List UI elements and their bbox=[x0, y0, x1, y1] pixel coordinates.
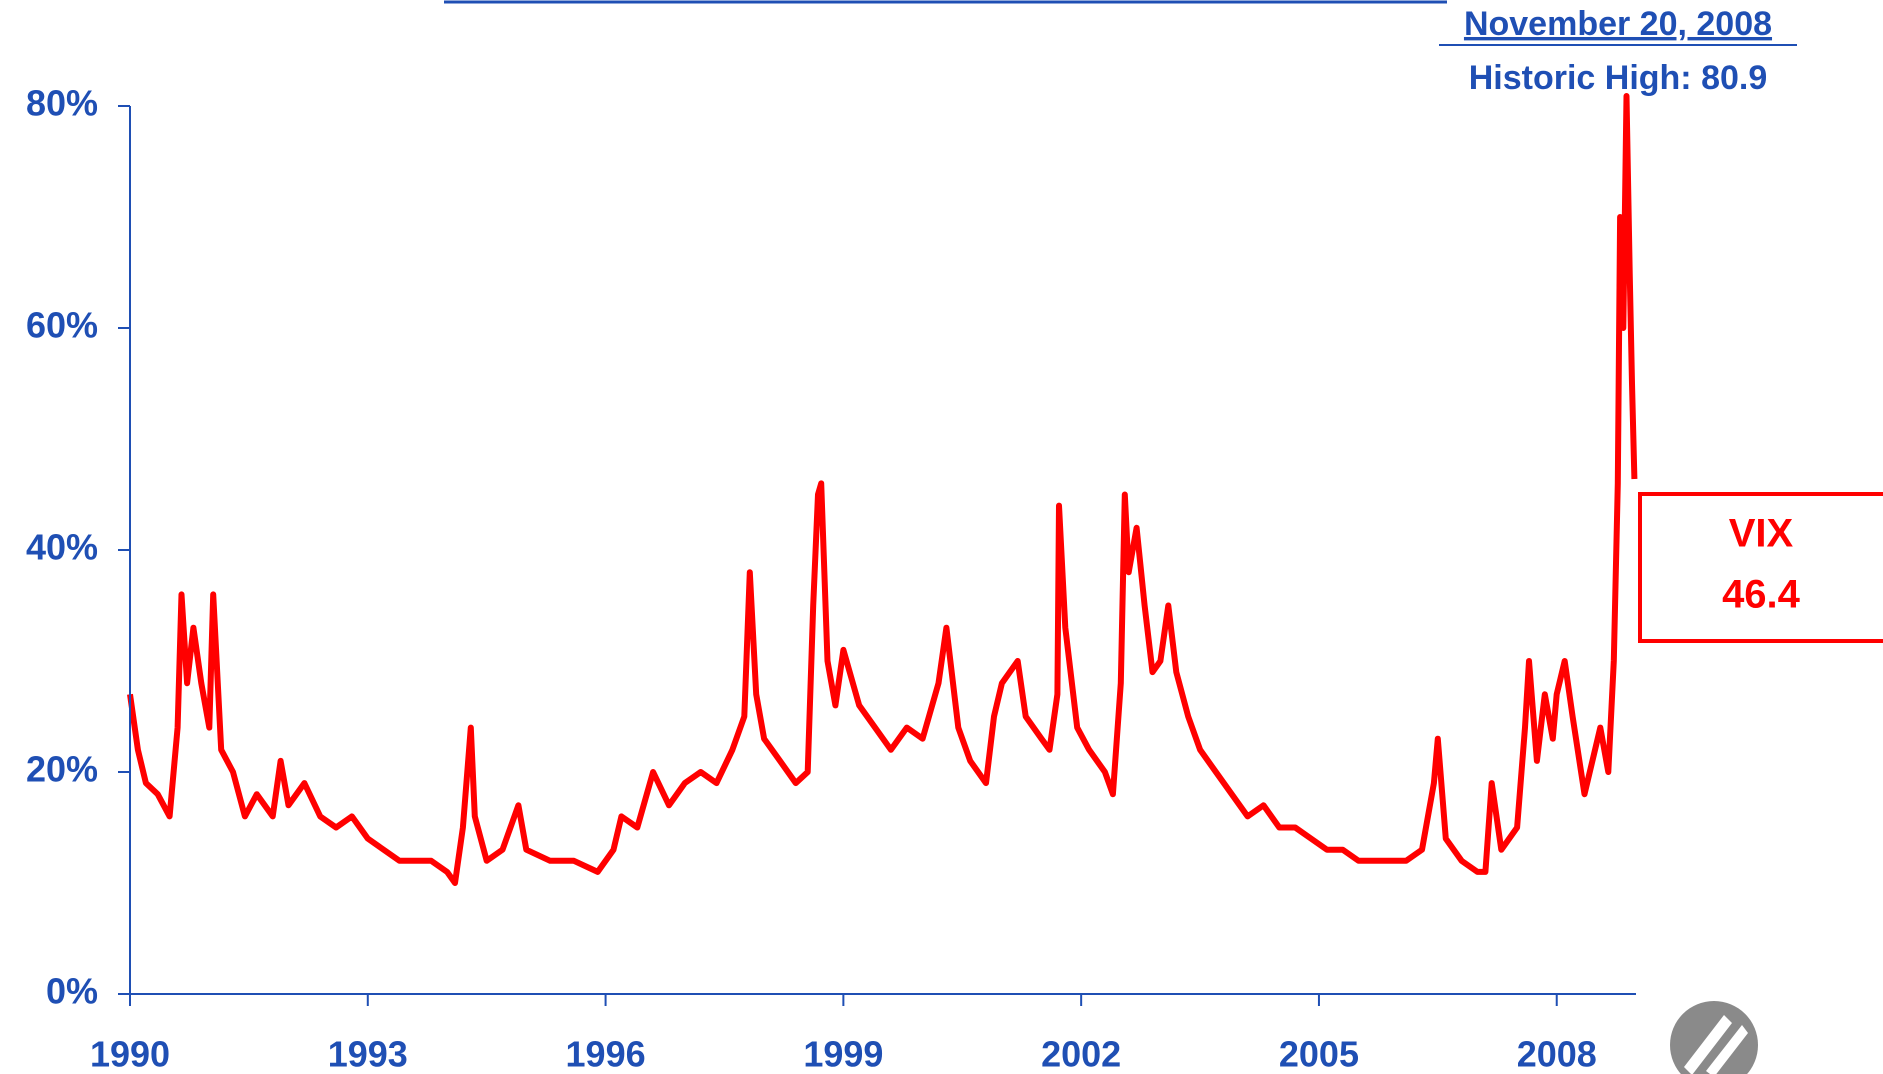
x-tick-label: 2002 bbox=[1041, 1034, 1121, 1074]
logo bbox=[1670, 1001, 1758, 1074]
y-tick-label: 20% bbox=[26, 749, 98, 790]
y-tick-label: 0% bbox=[46, 971, 98, 1012]
y-tick-label: 80% bbox=[26, 83, 98, 124]
annotation-date: November 20, 2008 bbox=[1464, 5, 1772, 43]
y-tick-label: 40% bbox=[26, 527, 98, 568]
vix-line bbox=[127, 93, 1638, 886]
y-tick-label: 60% bbox=[26, 305, 98, 346]
x-tick-label: 1993 bbox=[328, 1034, 408, 1074]
annotation-high: Historic High: 80.9 bbox=[1469, 59, 1768, 97]
vix-box bbox=[1638, 492, 1883, 643]
vix-value: 46.4 bbox=[1722, 573, 1801, 617]
x-tick-label: 1990 bbox=[90, 1034, 170, 1074]
x-tick-label: 2008 bbox=[1517, 1034, 1597, 1074]
x-tick-label: 1996 bbox=[566, 1034, 646, 1074]
x-tick-label: 2005 bbox=[1279, 1034, 1359, 1074]
vix-label: VIX bbox=[1729, 512, 1794, 556]
x-tick-label: 1999 bbox=[803, 1034, 883, 1074]
